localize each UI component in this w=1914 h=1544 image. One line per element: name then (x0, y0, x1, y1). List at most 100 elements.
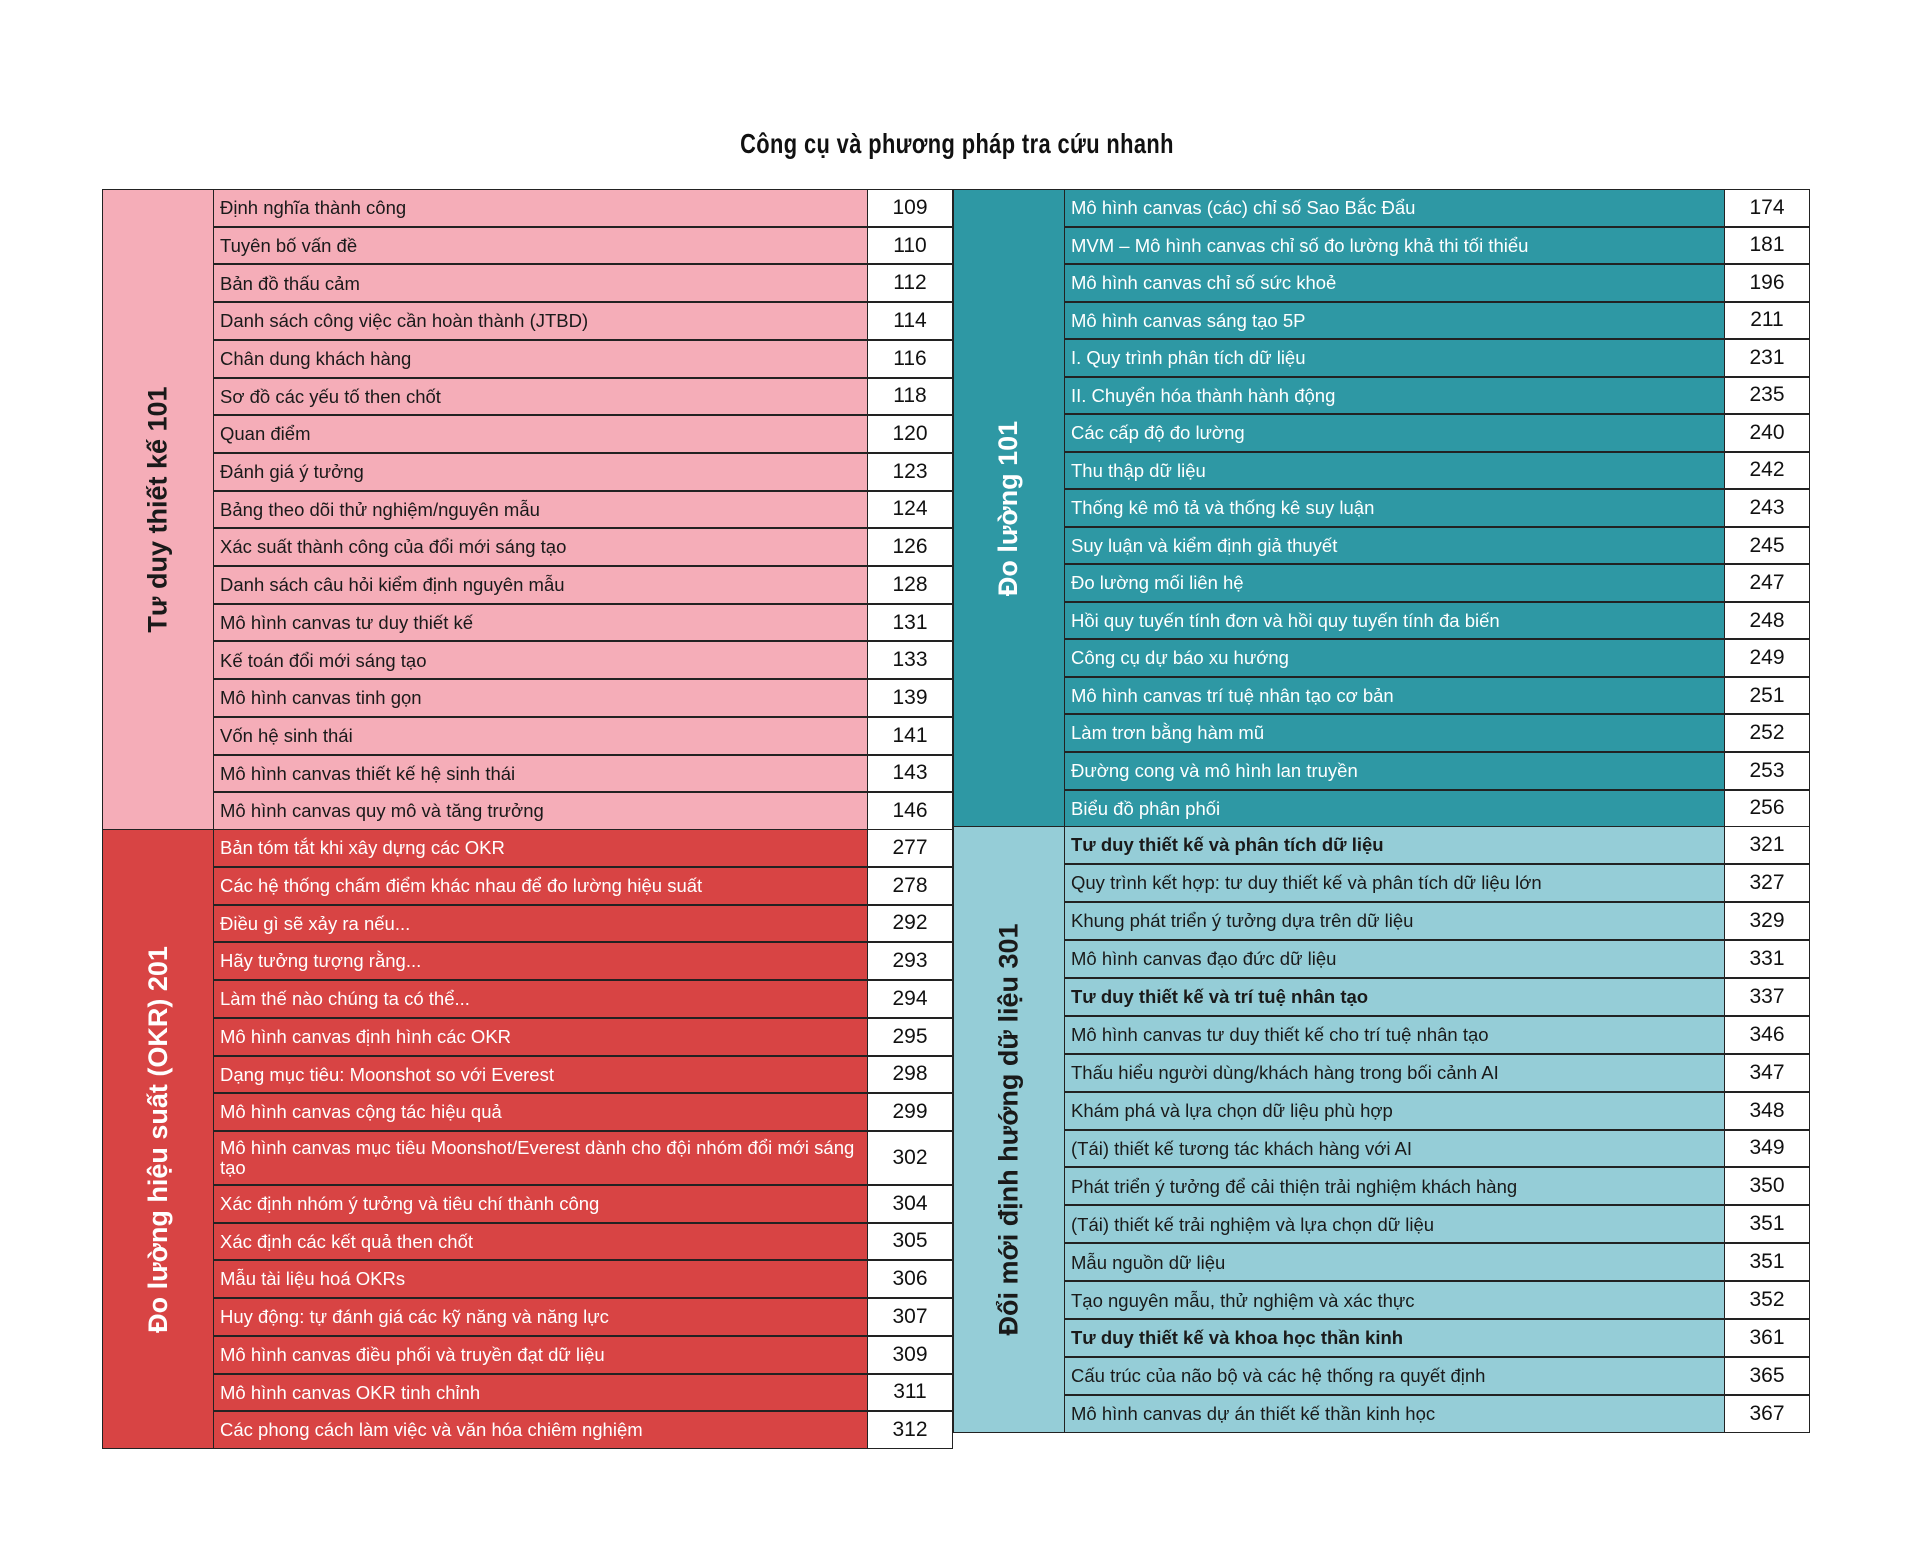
section-label-text: Tư duy thiết kế 101 (142, 386, 173, 633)
table-row: Tư duy thiết kế và trí tuệ nhân tạo 337 (1065, 978, 1809, 1017)
row-title: Cấu trúc của não bộ và các hệ thống ra q… (1065, 1358, 1725, 1395)
row-page-number: 240 (1725, 415, 1809, 451)
row-page-number: 126 (868, 529, 952, 566)
row-page-number: 253 (1725, 752, 1809, 789)
row-page-number: 346 (1725, 1016, 1809, 1053)
table-row: Mô hình canvas đạo đức dữ liệu 331 (1065, 940, 1809, 979)
table-row: Tư duy thiết kế và khoa học thần kinh 361 (1065, 1320, 1809, 1359)
table-row: Mô hình canvas tinh gọn 139 (214, 680, 952, 718)
table-row: Xác định nhóm ý tưởng và tiêu chí thành … (214, 1185, 952, 1224)
row-title: Chân dung khách hàng (214, 340, 868, 377)
row-page-number: 351 (1725, 1206, 1809, 1243)
right-column: Đo lường 101 Mô hình canvas (các) chỉ số … (953, 189, 1810, 1433)
table-row: Mô hình canvas tư duy thiết kế 131 (214, 604, 952, 643)
row-title: Bản tóm tắt khi xây dựng các OKR (214, 830, 868, 866)
row-page-number: 114 (868, 303, 952, 339)
table-row: Thống kê mô tả và thống kê suy luận 243 (1065, 490, 1809, 528)
table-row: Tư duy thiết kế và phân tích dữ liệu 321 (1065, 827, 1809, 865)
table-row: Phát triển ý tưởng để cải thiện trải ngh… (1065, 1168, 1809, 1207)
table-row: Đánh giá ý tưởng 123 (214, 453, 952, 492)
table-row: Mô hình canvas định hình các OKR 295 (214, 1018, 952, 1057)
row-title: Đánh giá ý tưởng (214, 453, 868, 490)
table-row: Khung phát triển ý tưởng dựa trên dữ liệ… (1065, 902, 1809, 941)
table-row: Mô hình canvas dự án thiết kế thần kinh … (1065, 1396, 1809, 1432)
table-row: Mô hình canvas cộng tác hiệu quả 299 (214, 1094, 952, 1132)
row-page-number: 242 (1725, 452, 1809, 489)
section-rows: Định nghĩa thành công 109 Tuyên bố vấn đề 1… (214, 190, 952, 829)
row-title: Mô hình canvas định hình các OKR (214, 1018, 868, 1055)
table-row: II. Chuyển hóa thành hành động 235 (1065, 377, 1809, 416)
row-title: Công cụ dự báo xu hướng (1065, 640, 1725, 676)
section-rows: Bản tóm tắt khi xây dựng các OKR 277 Các h… (214, 830, 952, 1449)
row-title: Danh sách công việc cần hoàn thành (JTBD… (214, 303, 868, 339)
row-title: Danh sách câu hỏi kiểm định nguyên mẫu (214, 567, 868, 603)
row-page-number: 120 (868, 416, 952, 452)
row-page-number: 327 (1725, 864, 1809, 901)
table-row: Thấu hiểu người dùng/khách hàng trong bố… (1065, 1054, 1809, 1093)
row-page-number: 211 (1725, 302, 1809, 339)
table-row: Mô hình canvas điều phối và truyền đạt d… (214, 1336, 952, 1375)
row-page-number: 298 (868, 1056, 952, 1093)
table-row: Đo lường mối liên hệ 247 (1065, 565, 1809, 603)
table-row: Thu thập dữ liệu 242 (1065, 452, 1809, 491)
row-page-number: 249 (1725, 640, 1809, 676)
row-page-number: 235 (1725, 377, 1809, 414)
row-page-number: 304 (868, 1185, 952, 1222)
row-page-number: 247 (1725, 565, 1809, 601)
row-page-number: 231 (1725, 340, 1809, 376)
row-page-number: 131 (868, 604, 952, 641)
table-row: Mô hình canvas trí tuệ nhân tạo cơ bản 25… (1065, 677, 1809, 716)
table-row: Định nghĩa thành công 109 (214, 190, 952, 228)
row-title: Phát triển ý tưởng để cải thiện trải ngh… (1065, 1168, 1725, 1205)
row-page-number: 351 (1725, 1244, 1809, 1281)
table-row: Làm trơn bằng hàm mũ 252 (1065, 715, 1809, 753)
section-label-text: Đo lường 101 (993, 420, 1024, 596)
section-rows: Tư duy thiết kế và phân tích dữ liệu 321 Q… (1065, 827, 1809, 1432)
row-title: Mô hình canvas dự án thiết kế thần kinh … (1065, 1396, 1725, 1432)
row-title: Dạng mục tiêu: Moonshot so với Everest (214, 1056, 868, 1093)
row-title: Tư duy thiết kế và phân tích dữ liệu (1065, 827, 1725, 863)
row-title: Kế toán đổi mới sáng tạo (214, 642, 868, 679)
row-page-number: 123 (868, 453, 952, 490)
row-page-number: 110 (868, 227, 952, 264)
table-row: Hồi quy tuyến tính đơn và hồi quy tuyến … (1065, 602, 1809, 641)
row-title: Thấu hiểu người dùng/khách hàng trong bố… (1065, 1054, 1725, 1091)
row-page-number: 365 (1725, 1358, 1809, 1395)
row-title: Bản đồ thấu cảm (214, 265, 868, 302)
row-title: Đo lường mối liên hệ (1065, 565, 1725, 601)
row-page-number: 306 (868, 1261, 952, 1298)
row-title: Xác suất thành công của đổi mới sáng tạo (214, 529, 868, 566)
table-row: Mô hình canvas mục tiêu Moonshot/Everest… (214, 1132, 952, 1186)
row-title: Mô hình canvas mục tiêu Moonshot/Everest… (214, 1132, 868, 1184)
table-row: Khám phá và lựa chọn dữ liệu phù hợp 348 (1065, 1092, 1809, 1131)
page-title: Công cụ và phương pháp tra cứu nhanh (740, 128, 1174, 159)
row-title: Mô hình canvas sáng tạo 5P (1065, 302, 1725, 339)
section-right-1: Đổi mới định hướng dữ liệu 301 Tư duy thi… (953, 827, 1810, 1433)
table-row: Bản tóm tắt khi xây dựng các OKR 277 (214, 830, 952, 868)
row-page-number: 133 (868, 642, 952, 679)
row-title: II. Chuyển hóa thành hành động (1065, 377, 1725, 414)
row-page-number: 109 (868, 190, 952, 226)
table-row: Huy động: tự đánh giá các kỹ năng và năn… (214, 1299, 952, 1337)
row-title: MVM – Mô hình canvas chỉ số đo lường khả… (1065, 227, 1725, 264)
row-page-number: 116 (868, 340, 952, 377)
section-right-0: Đo lường 101 Mô hình canvas (các) chỉ số … (953, 189, 1810, 827)
row-title: Thu thập dữ liệu (1065, 452, 1725, 489)
table-row: (Tái) thiết kế trải nghiệm và lựa chọn d… (1065, 1206, 1809, 1245)
table-row: Mô hình canvas quy mô và tăng trưởng 146 (214, 793, 952, 829)
table-row: Hãy tưởng tượng rằng... 293 (214, 943, 952, 981)
table-row: Chân dung khách hàng 116 (214, 340, 952, 379)
row-title: Tư duy thiết kế và trí tuệ nhân tạo (1065, 978, 1725, 1015)
table-row: Mô hình canvas sáng tạo 5P 211 (1065, 302, 1809, 341)
row-page-number: 251 (1725, 677, 1809, 714)
row-page-number: 361 (1725, 1320, 1809, 1357)
table-row: Quy trình kết hợp: tư duy thiết kế và ph… (1065, 864, 1809, 903)
row-page-number: 181 (1725, 227, 1809, 264)
table-row: Mô hình canvas thiết kế hệ sinh thái 143 (214, 755, 952, 794)
row-page-number: 337 (1725, 978, 1809, 1015)
row-page-number: 256 (1725, 790, 1809, 827)
section-label-text: Đo lường hiệu suất (OKR) 201 (142, 945, 173, 1333)
table-row: Danh sách câu hỏi kiểm định nguyên mẫu 12… (214, 567, 952, 605)
table-row: Sơ đồ các yếu tố then chốt 118 (214, 378, 952, 417)
row-title: Mô hình canvas tư duy thiết kế (214, 604, 868, 641)
